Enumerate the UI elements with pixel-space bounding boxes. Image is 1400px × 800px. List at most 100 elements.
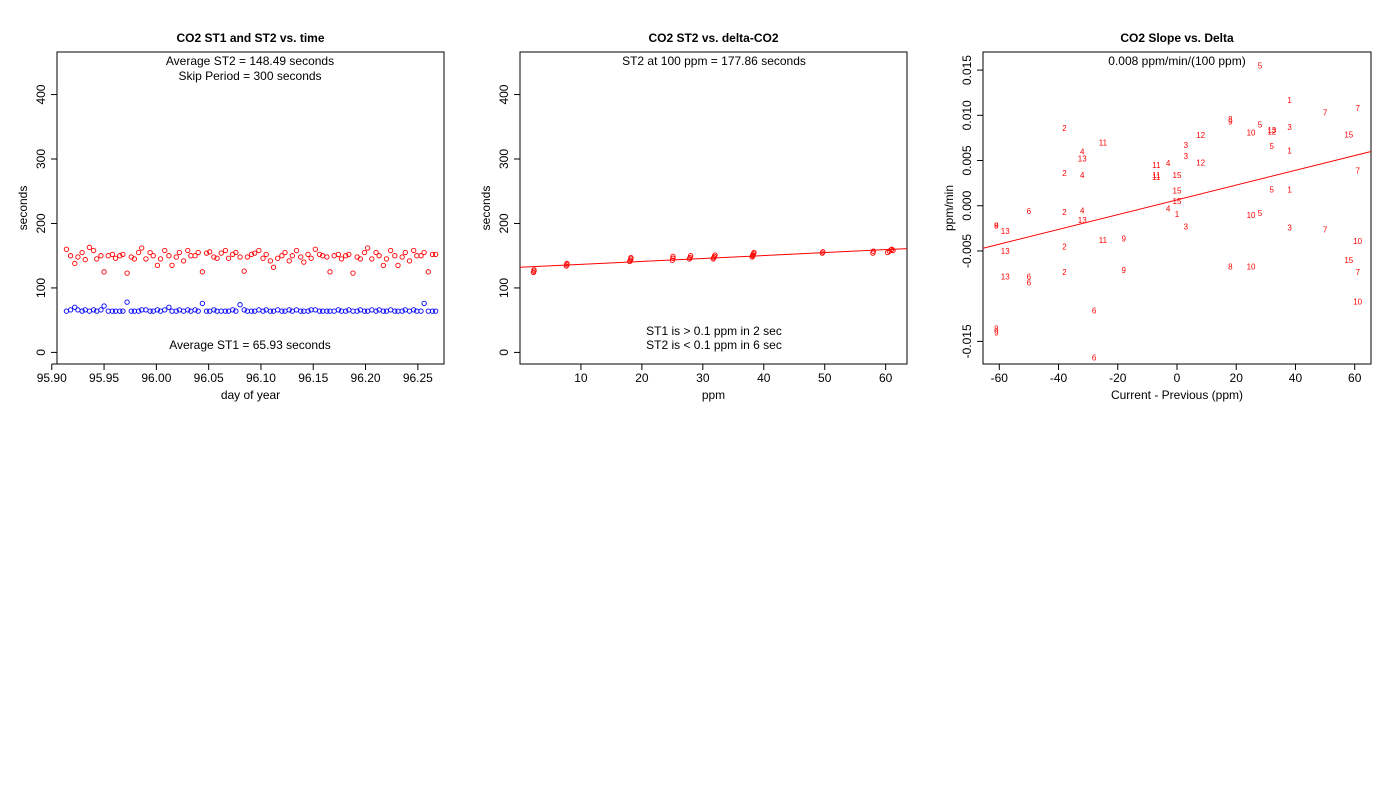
data-point-label: 9 [1121,234,1126,243]
data-point-label: 6 [1027,272,1032,281]
data-point-label: 8 [994,325,999,334]
data-point-label: 7 [1323,225,1328,234]
data-point-st1 [399,308,405,314]
annotation: Average ST1 = 65.93 seconds [169,338,331,352]
data-point-st1 [75,307,81,313]
data-point-st2 [364,245,371,251]
x-axis-label: Current - Previous (ppm) [1111,388,1243,402]
data-point-st1 [418,308,424,314]
data-point-st1 [185,307,191,313]
data-point-st2 [117,253,123,259]
data-point-st1 [98,307,104,313]
data-point-st2 [211,254,217,260]
data-point-label: 11 [1152,171,1161,180]
data-point-st1 [343,308,349,314]
data-point-st2 [343,253,349,259]
data-point-st2 [241,268,247,274]
data-point-st2 [139,245,145,251]
data-point-st1 [225,308,232,314]
data-point-st2 [143,256,149,262]
data-point-label: 12 [1196,131,1205,140]
data-point-label: 12 [1196,158,1205,167]
data-point-st2 [105,253,111,259]
data-point-st2 [166,253,172,259]
data-point-st1 [222,308,229,314]
data-point-st2 [399,254,405,260]
data-point-st1 [275,307,281,313]
data-point-st1 [203,308,210,314]
plot-frame [519,51,908,365]
data-point-label: 6 [1092,307,1097,316]
data-point-st2 [244,254,251,260]
x-tick-label: 96.05 [194,371,224,385]
data-point-st2 [751,249,757,256]
panel-st2-vs-delta: CO2 ST2 vs. delta-CO2 ppm seconds 10 20 30 40 5… [479,31,908,402]
data-point-label: 7 [1355,104,1360,113]
data-point-st2 [331,253,337,259]
data-point-st1 [124,299,130,305]
data-point-label: 10 [1247,211,1256,220]
data-point-st2 [260,255,266,261]
data-point-st1 [192,307,198,313]
data-point-st2 [432,251,439,258]
data-point-st2 [411,247,417,254]
data-point-st1 [67,307,74,313]
y-tick-label: 0 [497,349,511,356]
data-point-st1 [305,308,311,314]
data-point-st2 [346,251,352,258]
data-point-st2 [402,249,408,256]
data-point-st1 [233,308,239,314]
data-point-st1 [388,307,394,313]
x-tick-label: 10 [574,371,588,385]
data-point-label: 8 [994,222,999,231]
data-point-st2 [72,260,78,267]
data-point-st2 [162,247,168,254]
data-point-label: 10 [1353,237,1362,246]
y-tick-label: 0 [34,349,48,356]
data-point-st1 [432,308,439,314]
annotation: ST2 at 100 ppm = 177.86 seconds [622,54,806,68]
data-point-st2 [63,246,70,252]
data-point-st1 [207,308,213,314]
data-point-st2 [222,247,229,254]
data-point-label: 10 [1247,262,1256,271]
data-point-st2 [338,256,345,262]
data-point-st1 [267,308,274,314]
x-tick-label: 96.25 [403,371,433,385]
data-point-st2 [870,248,877,254]
y-tick-label: 100 [34,278,48,298]
data-point-st1 [380,308,386,314]
data-point-st2 [286,258,292,264]
y-tick-label: 400 [497,84,511,104]
data-point-st2 [350,270,356,276]
data-point-st2 [120,251,126,258]
data-point-label: 4 [1166,159,1171,168]
data-point-st2 [98,253,104,259]
data-point-st2 [388,247,394,254]
data-point-label: 5 [1270,185,1275,194]
data-point-st2 [564,260,570,267]
data-point-label: 5 [1270,142,1275,151]
data-point-label: 10 [1247,128,1256,137]
x-tick-label: 96.20 [351,371,381,385]
data-point-st1 [241,307,247,313]
data-point-st2 [335,251,342,258]
data-point-st2 [820,249,826,255]
data-point-st1 [324,308,330,314]
data-point-st2 [233,249,239,256]
data-point-label: 5 [1258,62,1263,71]
data-point-label: 9 [994,222,999,231]
data-point-st2 [75,254,81,260]
data-point-st1 [166,304,172,310]
data-point-label: 13 [1078,155,1087,164]
data-point-label: 3 [1184,141,1189,150]
data-point-st2 [79,249,85,256]
data-point-st1 [383,308,390,314]
y-tick-label: 0.010 [960,100,974,130]
data-point-st2 [154,262,161,269]
data-point-label: 8 [1228,115,1233,124]
annotation: Skip Period = 300 seconds [178,69,321,83]
data-point-st2 [324,254,330,260]
data-point-label: 2 [1062,208,1067,217]
data-point-label: 7 [1323,109,1328,118]
